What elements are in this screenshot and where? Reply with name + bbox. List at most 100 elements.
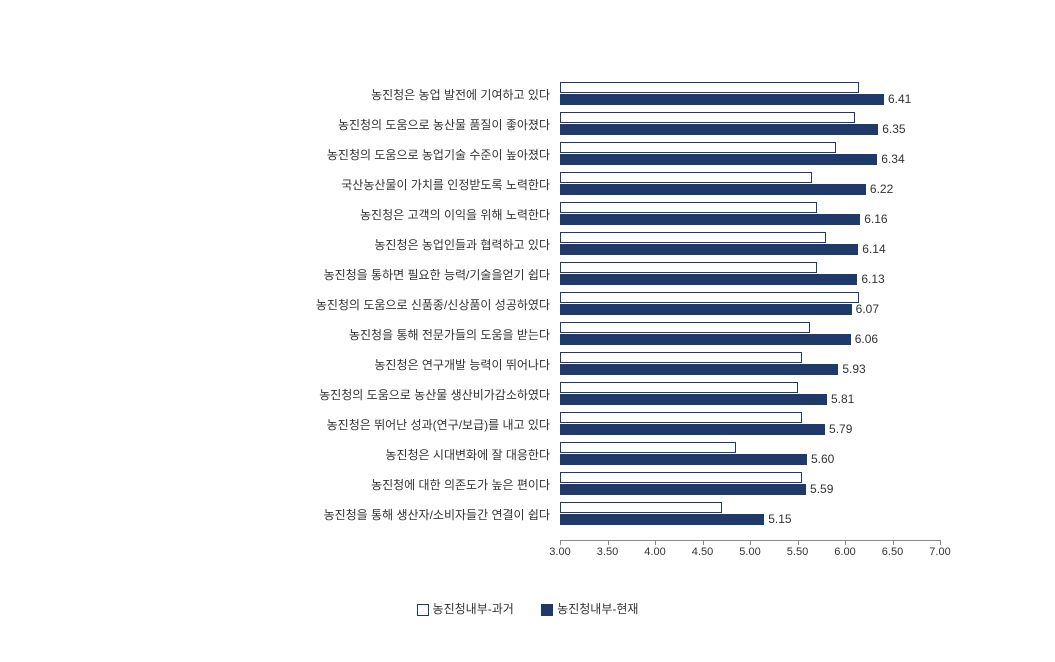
bar-present — [560, 394, 827, 405]
value-label: 6.34 — [881, 152, 904, 166]
value-label: 5.15 — [768, 512, 791, 526]
value-label: 5.59 — [810, 482, 833, 496]
y-axis-label: 농진청은 농업인들과 협력하고 있다 — [190, 236, 550, 253]
bar-present — [560, 184, 866, 195]
y-axis-label: 농진청은 농업 발전에 기여하고 있다 — [190, 86, 550, 103]
value-label: 6.22 — [870, 182, 893, 196]
bar-row: 농진청은 농업인들과 협력하고 있다 6.14 — [180, 230, 940, 258]
bar-past — [560, 322, 810, 333]
bar-row: 농진청을 통해 전문가들의 도움을 받는다 6.06 — [180, 320, 940, 348]
x-tick-label: 6.00 — [834, 546, 855, 558]
x-tick-label: 5.00 — [739, 546, 760, 558]
bar-present — [560, 514, 764, 525]
legend-label-past: 농진청내부-과거 — [433, 602, 514, 616]
bar-present — [560, 94, 884, 105]
bar-row: 농진청은 뛰어난 성과(연구/보급)를 내고 있다 5.79 — [180, 410, 940, 438]
bar-present — [560, 334, 851, 345]
bar-row: 농진청을 통하면 필요한 능력/기술을얻기 쉽다 6.13 — [180, 260, 940, 288]
x-tick-mark — [560, 540, 561, 545]
x-tick-mark — [750, 540, 751, 545]
bars-wrapper: 6.22 — [560, 170, 940, 198]
value-label: 5.79 — [829, 422, 852, 436]
value-label: 6.41 — [888, 92, 911, 106]
y-axis-label: 농진청을 통해 전문가들의 도움을 받는다 — [190, 326, 550, 343]
bars-wrapper: 6.06 — [560, 320, 940, 348]
y-axis-label: 농진청을 통하면 필요한 능력/기술을얻기 쉽다 — [190, 266, 550, 283]
value-label: 6.35 — [882, 122, 905, 136]
bar-row: 농진청의 도움으로 농산물 품질이 좋아졌다6.35 — [180, 110, 940, 138]
x-tick-label: 7.00 — [929, 546, 950, 558]
bar-row: 농진청은 고객의 이익을 위해 노력한다 6.16 — [180, 200, 940, 228]
bar-row: 농진청은 농업 발전에 기여하고 있다 6.41 — [180, 80, 940, 108]
bar-past — [560, 472, 802, 483]
legend-swatch-present — [541, 604, 553, 616]
bars-wrapper: 6.35 — [560, 110, 940, 138]
y-axis-label: 농진청을 통해 생산자/소비자들간 연결이 쉽다 — [190, 506, 550, 523]
x-tick-label: 6.50 — [882, 546, 903, 558]
bar-past — [560, 382, 798, 393]
bar-past — [560, 142, 836, 153]
bar-past — [560, 262, 817, 273]
bar-past — [560, 292, 859, 303]
bar-past — [560, 502, 722, 513]
bars-wrapper: 6.14 — [560, 230, 940, 258]
bar-past — [560, 442, 736, 453]
bars-wrapper: 5.93 — [560, 350, 940, 378]
legend-item-past: 농진청내부-과거 — [417, 600, 514, 617]
bars-wrapper: 5.79 — [560, 410, 940, 438]
bar-row: 농진청을 통해 생산자/소비자들간 연결이 쉽다 5.15 — [180, 500, 940, 528]
bar-present — [560, 454, 807, 465]
x-tick-mark — [703, 540, 704, 545]
x-tick-mark — [798, 540, 799, 545]
y-axis-label: 농진청은 뛰어난 성과(연구/보급)를 내고 있다 — [190, 416, 550, 433]
bar-row: 농진청은 연구개발 능력이 뛰어나다 5.93 — [180, 350, 940, 378]
legend-item-present: 농진청내부-현재 — [541, 600, 638, 617]
y-axis-label: 농진청은 연구개발 능력이 뛰어나다 — [190, 356, 550, 373]
bars-wrapper: 6.07 — [560, 290, 940, 318]
bar-past — [560, 112, 855, 123]
bar-row: 농진청의 도움으로 농산물 생산비가감소하였다 5.81 — [180, 380, 940, 408]
bar-past — [560, 82, 859, 93]
bar-past — [560, 202, 817, 213]
y-axis-label: 국산농산물이 가치를 인정받도록 노력한다 — [190, 176, 550, 193]
y-axis-label: 농진청에 대한 의존도가 높은 편이다 — [190, 476, 550, 493]
value-label: 6.06 — [855, 332, 878, 346]
x-tick-label: 3.00 — [549, 546, 570, 558]
bar-row: 농진청은 시대변화에 잘 대응한다5.60 — [180, 440, 940, 468]
bars-wrapper: 6.41 — [560, 80, 940, 108]
legend-swatch-past — [417, 604, 429, 616]
bar-present — [560, 424, 825, 435]
x-tick-mark — [608, 540, 609, 545]
bars-wrapper: 6.13 — [560, 260, 940, 288]
x-tick-label: 4.50 — [692, 546, 713, 558]
bars-wrapper: 5.59 — [560, 470, 940, 498]
bar-past — [560, 232, 826, 243]
bar-chart: 농진청은 농업 발전에 기여하고 있다 6.41 농진청의 도움으로 농산물 품질이… — [180, 80, 940, 580]
bar-row: 농진청의 도움으로 신품종/신상품이 성공하였다 6.07 — [180, 290, 940, 318]
y-axis-label: 농진청의 도움으로 신품종/신상품이 성공하였다 — [190, 296, 550, 313]
bar-present — [560, 304, 852, 315]
y-axis-label: 농진청의 도움으로 농업기술 수준이 높아졌다 — [190, 146, 550, 163]
plot-area: 농진청은 농업 발전에 기여하고 있다 6.41 농진청의 도움으로 농산물 품질이… — [180, 80, 940, 540]
x-tick-mark — [893, 540, 894, 545]
x-tick-mark — [845, 540, 846, 545]
x-tick-label: 5.50 — [787, 546, 808, 558]
bars-wrapper: 6.34 — [560, 140, 940, 168]
bars-wrapper: 5.60 — [560, 440, 940, 468]
value-label: 6.14 — [862, 242, 885, 256]
legend: 농진청내부-과거 농진청내부-현재 — [0, 600, 1055, 617]
x-tick-mark — [940, 540, 941, 545]
bars-wrapper: 6.16 — [560, 200, 940, 228]
bar-row: 국산농산물이 가치를 인정받도록 노력한다 6.22 — [180, 170, 940, 198]
bar-present — [560, 214, 860, 225]
value-label: 6.16 — [864, 212, 887, 226]
value-label: 6.07 — [856, 302, 879, 316]
value-label: 5.93 — [842, 362, 865, 376]
y-axis-label: 농진청은 고객의 이익을 위해 노력한다 — [190, 206, 550, 223]
y-axis-label: 농진청의 도움으로 농산물 생산비가감소하였다 — [190, 386, 550, 403]
value-label: 5.60 — [811, 452, 834, 466]
bar-row: 농진청에 대한 의존도가 높은 편이다 5.59 — [180, 470, 940, 498]
value-label: 5.81 — [831, 392, 854, 406]
bar-past — [560, 172, 812, 183]
x-tick-label: 3.50 — [597, 546, 618, 558]
